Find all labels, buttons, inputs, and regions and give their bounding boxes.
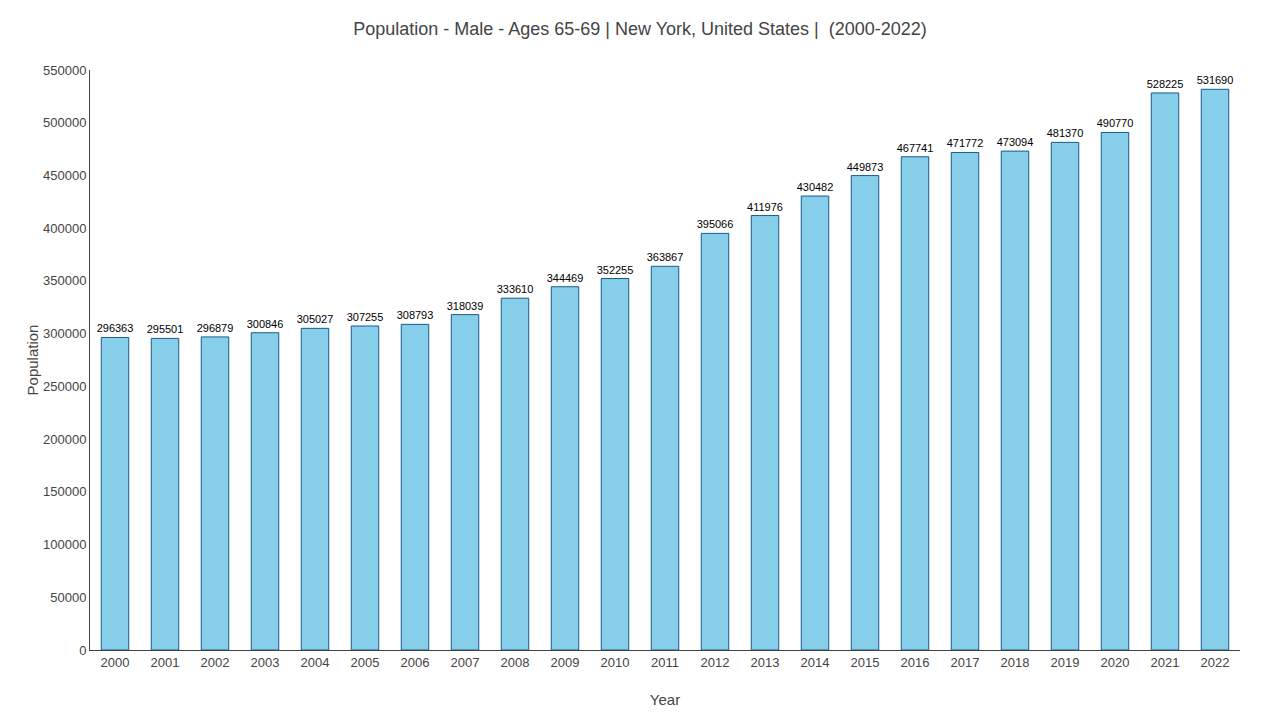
- svg-text:Population: Population: [24, 325, 41, 396]
- svg-text:363867: 363867: [647, 251, 684, 263]
- svg-text:100000: 100000: [43, 537, 86, 552]
- svg-text:2000: 2000: [101, 655, 130, 670]
- svg-text:300846: 300846: [247, 318, 284, 330]
- svg-text:295501: 295501: [147, 323, 184, 335]
- svg-text:473094: 473094: [997, 136, 1034, 148]
- svg-text:449873: 449873: [847, 161, 884, 173]
- svg-text:318039: 318039: [447, 300, 484, 312]
- svg-text:2003: 2003: [251, 655, 280, 670]
- svg-text:2022: 2022: [1201, 655, 1230, 670]
- svg-text:50000: 50000: [50, 590, 86, 605]
- svg-text:481370: 481370: [1047, 127, 1084, 139]
- svg-text:2015: 2015: [851, 655, 880, 670]
- svg-text:2010: 2010: [601, 655, 630, 670]
- svg-text:411976: 411976: [747, 201, 783, 213]
- svg-text:450000: 450000: [43, 168, 86, 183]
- svg-text:2011: 2011: [651, 655, 679, 670]
- svg-text:0: 0: [79, 643, 86, 658]
- svg-text:2014: 2014: [801, 655, 830, 670]
- svg-text:2004: 2004: [301, 655, 330, 670]
- svg-text:471772: 471772: [947, 137, 984, 149]
- svg-text:550000: 550000: [43, 63, 86, 78]
- svg-text:2016: 2016: [901, 655, 930, 670]
- svg-text:2019: 2019: [1051, 655, 1080, 670]
- svg-text:500000: 500000: [43, 115, 86, 130]
- svg-text:296363: 296363: [97, 322, 134, 334]
- svg-text:Population - Male - Ages 65-69: Population - Male - Ages 65-69 | New Yor…: [353, 19, 927, 39]
- svg-text:531690: 531690: [1197, 74, 1234, 86]
- svg-text:305027: 305027: [297, 313, 334, 325]
- svg-text:2001: 2001: [151, 655, 180, 670]
- svg-text:528225: 528225: [1147, 78, 1184, 90]
- svg-text:344469: 344469: [547, 272, 584, 284]
- svg-text:467741: 467741: [897, 142, 934, 154]
- svg-text:307255: 307255: [347, 311, 384, 323]
- svg-text:352255: 352255: [597, 264, 634, 276]
- svg-text:2007: 2007: [451, 655, 480, 670]
- svg-text:333610: 333610: [497, 283, 534, 295]
- svg-text:2020: 2020: [1101, 655, 1130, 670]
- svg-text:2008: 2008: [501, 655, 530, 670]
- svg-text:490770: 490770: [1097, 117, 1134, 129]
- svg-text:395066: 395066: [697, 218, 734, 230]
- svg-text:2012: 2012: [701, 655, 730, 670]
- svg-text:300000: 300000: [43, 326, 86, 341]
- svg-text:200000: 200000: [43, 432, 86, 447]
- svg-text:2006: 2006: [401, 655, 430, 670]
- svg-text:400000: 400000: [43, 221, 86, 236]
- svg-text:2013: 2013: [751, 655, 780, 670]
- svg-text:308793: 308793: [397, 309, 434, 321]
- svg-text:2018: 2018: [1001, 655, 1030, 670]
- svg-text:250000: 250000: [43, 379, 86, 394]
- svg-text:2017: 2017: [951, 655, 980, 670]
- svg-text:2009: 2009: [551, 655, 580, 670]
- svg-text:430482: 430482: [797, 181, 834, 193]
- svg-text:296879: 296879: [197, 322, 234, 334]
- svg-text:2002: 2002: [201, 655, 230, 670]
- svg-text:Year: Year: [650, 691, 680, 708]
- svg-text:2005: 2005: [351, 655, 380, 670]
- svg-text:350000: 350000: [43, 273, 86, 288]
- svg-text:150000: 150000: [43, 484, 86, 499]
- svg-text:2021: 2021: [1151, 655, 1180, 670]
